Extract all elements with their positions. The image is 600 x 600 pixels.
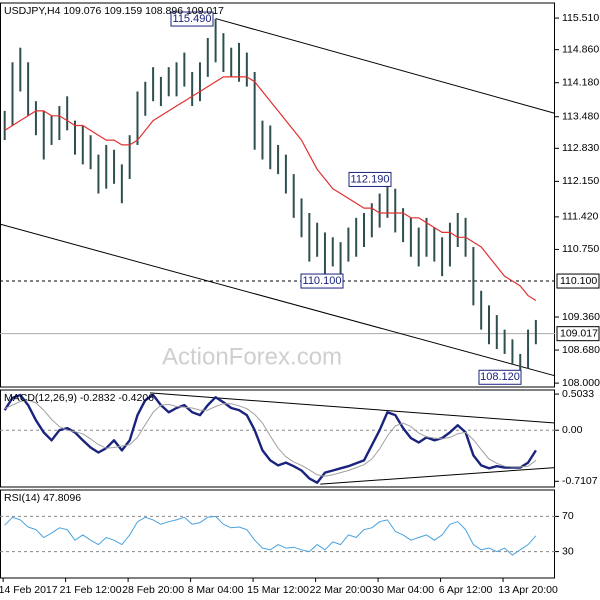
y-tick-label: 112.830 [562, 142, 599, 154]
price-box [556, 326, 600, 342]
panel-frame [0, 489, 555, 579]
y-tick-label: 109.360 [562, 311, 600, 323]
y-tick-label: 115.510 [562, 12, 599, 24]
y-tick-label: 112.150 [562, 175, 599, 187]
price-box-label: 110.100 [560, 275, 597, 287]
x-tick-label: 6 Apr 12:00 [439, 584, 493, 596]
annotation-label: 110.100 [303, 275, 342, 287]
trendline [215, 18, 556, 114]
annotation-box [300, 273, 344, 289]
y-tick-label: 114.860 [562, 43, 599, 55]
price-box [556, 273, 600, 289]
x-tick-label: 30 Mar 04:00 [372, 584, 434, 596]
panel-title: USDJPY,H4 109.076 109.159 108.896 109.01… [4, 5, 224, 17]
trendline [320, 467, 556, 485]
indicator-line [3, 393, 537, 484]
y-tick-label: 114.180 [562, 76, 599, 88]
y-tick-label: -0.7107 [562, 475, 598, 487]
annotation-box [348, 171, 392, 187]
y-tick-label: 0.5033 [562, 388, 594, 400]
panel-title: RSI(14) 47.8096 [4, 492, 81, 504]
x-tick-label: 13 Apr 20:00 [498, 584, 558, 596]
y-tick-label: 110.750 [562, 243, 599, 255]
y-tick-label: 0.00 [562, 424, 583, 436]
annotation-label: 112.190 [351, 173, 390, 185]
annotation-box [170, 11, 214, 27]
annotation-label: 108.120 [480, 371, 520, 383]
panel-frame [0, 2, 555, 388]
trendline [0, 223, 556, 377]
panel-frame [0, 389, 555, 488]
annotation-label: 115.490 [173, 13, 212, 25]
indicator-line [4, 76, 537, 302]
x-tick-label: 8 Mar 04:00 [188, 584, 244, 596]
watermark: ActionForex.com [162, 343, 342, 370]
price-box-label: 109.017 [560, 327, 598, 339]
annotation-box [478, 369, 522, 385]
x-tick-label: 14 Feb 2017 [0, 584, 58, 596]
x-tick-label: 15 Mar 12:00 [247, 584, 309, 596]
indicator-line [4, 399, 537, 477]
y-tick-label: 111.420 [562, 211, 599, 223]
y-tick-label: 108.000 [562, 377, 600, 389]
indicator-line [4, 515, 537, 556]
panel-title: MACD(12,26,9) -0.2832 -0.4206 [4, 392, 154, 404]
x-tick-label: 22 Mar 20:00 [310, 584, 372, 596]
y-tick-label: 70 [562, 510, 574, 522]
y-tick-label: 113.480 [562, 111, 599, 123]
x-tick-label: 21 Feb 12:00 [60, 584, 122, 596]
y-tick-label: 108.680 [562, 344, 600, 356]
x-tick-label: 28 Feb 20:00 [122, 584, 184, 596]
y-tick-label: 30 [562, 545, 574, 557]
